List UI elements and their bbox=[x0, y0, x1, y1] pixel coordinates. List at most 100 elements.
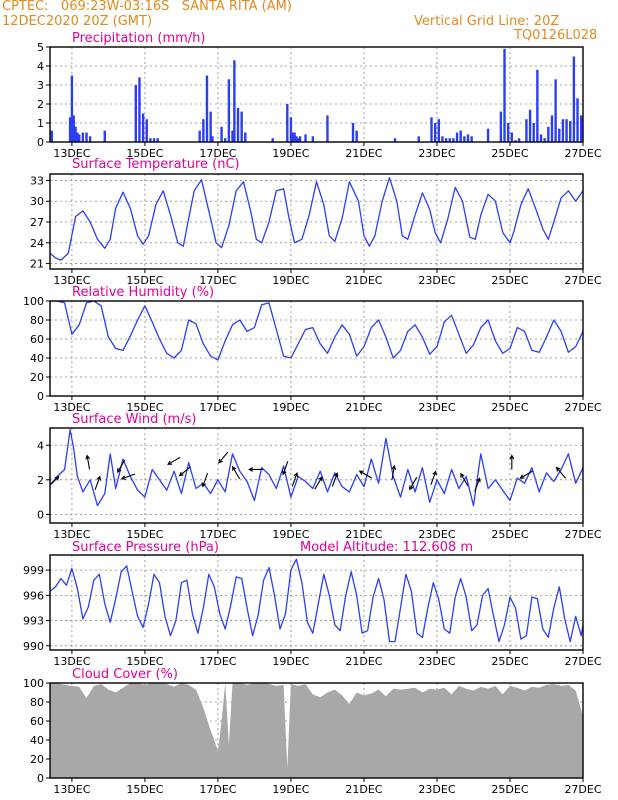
precip-bar bbox=[452, 138, 455, 142]
precip-bar bbox=[466, 134, 470, 142]
wind-arrow bbox=[331, 472, 339, 487]
y-tick-label: 1 bbox=[37, 117, 44, 130]
precip-bar bbox=[543, 138, 546, 142]
precip-bar bbox=[231, 130, 234, 142]
x-tick-label: 23DEC bbox=[418, 401, 455, 414]
y-tick-label: 0 bbox=[37, 508, 44, 521]
wind-arrow bbox=[314, 476, 323, 490]
x-tick-label: 13DEC bbox=[53, 655, 90, 668]
panel-5 bbox=[46, 682, 584, 782]
precip-bar bbox=[74, 126, 77, 142]
y-tick-label: 5 bbox=[37, 41, 44, 54]
x-tick-label: 15DEC bbox=[126, 147, 163, 160]
y-tick-label: 27 bbox=[30, 216, 44, 229]
wind-arrow bbox=[430, 470, 437, 485]
precip-bar bbox=[486, 128, 490, 142]
plot-area bbox=[50, 558, 583, 643]
precip-bar bbox=[572, 56, 576, 142]
x-tick-label: 13DEC bbox=[53, 147, 90, 160]
x-tick-label: 21DEC bbox=[345, 783, 382, 796]
wind-arrow bbox=[218, 451, 229, 464]
precip-bar bbox=[81, 132, 85, 142]
x-tick-label: 27DEC bbox=[564, 783, 601, 796]
precip-bar bbox=[240, 111, 243, 142]
header-grid-line: Vertical Grid Line: 20Z bbox=[414, 14, 560, 29]
series-line bbox=[50, 177, 583, 261]
precip-bar bbox=[78, 134, 81, 142]
y-tick-label: 2 bbox=[37, 474, 44, 487]
panel-1 bbox=[46, 173, 584, 273]
precip-bar bbox=[448, 138, 451, 142]
y-tick-label: 0 bbox=[37, 772, 44, 785]
precip-bar bbox=[244, 132, 247, 142]
precip-bar bbox=[569, 121, 572, 142]
y-tick-label: 999 bbox=[23, 564, 44, 577]
precip-bar bbox=[134, 85, 137, 142]
precip-bar bbox=[286, 104, 289, 142]
header-run-time: 12DEC2020 20Z (GMT) bbox=[2, 14, 153, 29]
precip-bar bbox=[297, 138, 300, 142]
precip-bar bbox=[145, 119, 148, 142]
x-tick-label: 19DEC bbox=[272, 655, 309, 668]
y-tick-label: 40 bbox=[30, 352, 44, 365]
x-tick-label: 21DEC bbox=[345, 655, 382, 668]
precip-bar bbox=[558, 128, 561, 142]
precip-bar bbox=[68, 117, 72, 142]
panel-frame bbox=[49, 173, 584, 270]
precip-bar bbox=[503, 48, 506, 142]
header-station: CPTEC: 069:23W-03:16S SANTA RITA (AM) bbox=[2, 0, 292, 14]
wind-arrow bbox=[94, 475, 101, 491]
x-tick-label: 15DEC bbox=[126, 528, 163, 541]
wind-arrow bbox=[178, 466, 191, 477]
precip-bar bbox=[233, 60, 236, 142]
precip-bar bbox=[211, 136, 214, 142]
precip-bar bbox=[576, 98, 579, 142]
precip-bar bbox=[227, 79, 231, 142]
panel-0 bbox=[46, 46, 584, 146]
panel-title: Surface Pressure (hPa) bbox=[72, 540, 219, 555]
panel-frame bbox=[49, 300, 584, 397]
x-tick-label: 17DEC bbox=[199, 274, 236, 287]
x-tick-label: 27DEC bbox=[564, 274, 601, 287]
panel-frame bbox=[49, 427, 584, 524]
panel-frame bbox=[49, 554, 584, 651]
precip-bar bbox=[293, 132, 296, 142]
precip-bar bbox=[417, 136, 420, 142]
panel-annotation: Model Altitude: 112.608 m bbox=[300, 540, 473, 555]
y-tick-label: 993 bbox=[23, 615, 44, 628]
wind-arrow bbox=[167, 456, 181, 465]
wind-arrow bbox=[281, 460, 289, 476]
y-tick-label: 0 bbox=[37, 136, 44, 149]
y-tick-label: 100 bbox=[23, 295, 44, 308]
plot-area bbox=[50, 301, 583, 361]
panel-frame bbox=[49, 46, 584, 143]
precip-bar bbox=[236, 107, 240, 142]
precip-bar bbox=[528, 109, 532, 142]
precip-bar bbox=[88, 136, 92, 142]
precip-bar bbox=[536, 69, 539, 142]
panel-frame bbox=[49, 682, 584, 779]
plot-area bbox=[50, 683, 583, 778]
x-tick-label: 13DEC bbox=[53, 274, 90, 287]
x-tick-label: 19DEC bbox=[272, 401, 309, 414]
precip-bar bbox=[444, 138, 448, 142]
precip-bar bbox=[433, 123, 437, 142]
wind-arrow bbox=[460, 472, 469, 487]
precip-bar bbox=[70, 75, 74, 142]
x-tick-label: 21DEC bbox=[345, 274, 382, 287]
precip-bar bbox=[506, 123, 510, 142]
y-tick-label: 4 bbox=[37, 439, 44, 452]
precip-bar bbox=[326, 115, 329, 142]
precip-bar bbox=[525, 119, 528, 142]
precip-bar bbox=[517, 138, 521, 142]
x-tick-label: 13DEC bbox=[53, 528, 90, 541]
x-tick-label: 25DEC bbox=[491, 655, 528, 668]
precip-bar bbox=[72, 115, 75, 142]
x-tick-label: 19DEC bbox=[272, 783, 309, 796]
x-tick-label: 27DEC bbox=[564, 401, 601, 414]
x-tick-label: 13DEC bbox=[53, 783, 90, 796]
wind-arrow bbox=[201, 473, 209, 488]
x-tick-label: 17DEC bbox=[199, 401, 236, 414]
precip-bar bbox=[547, 126, 550, 142]
precip-bar bbox=[430, 117, 433, 142]
